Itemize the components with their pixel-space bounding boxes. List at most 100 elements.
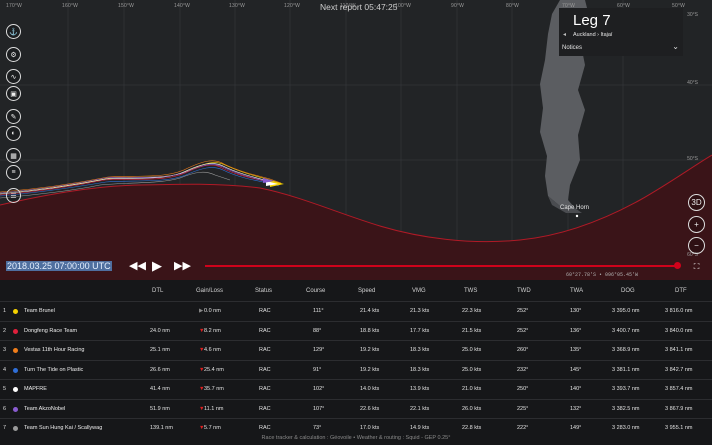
lon-label: 110°W — [340, 3, 356, 9]
cell-status: RAC — [259, 347, 271, 353]
col-header-tws[interactable]: TWS — [464, 288, 478, 294]
cell-status: RAC — [259, 425, 271, 431]
pen-icon[interactable]: ✎ — [6, 109, 21, 124]
team-name[interactable]: Team Sun Hung Kai / Scallywag — [24, 425, 103, 431]
cell-dtl: 26.6 nm — [150, 366, 170, 373]
ranking-table: DTL Gain/Loss Status Course Speed VMG TW… — [0, 280, 712, 445]
cell-twd: 252° — [517, 327, 529, 334]
cell-status: RAC — [259, 366, 271, 373]
cell-speed: 21.4 kts — [360, 308, 380, 314]
team-name[interactable]: Vestas 11th Hour Racing — [24, 347, 85, 353]
team-color-dot — [13, 406, 18, 412]
team-color-dot — [13, 367, 18, 373]
fullscreen-icon[interactable]: ⛶ — [693, 261, 700, 271]
tag-icon[interactable]: ◐ — [6, 126, 21, 141]
cell-dtf: 3 841.1 nm — [665, 347, 693, 353]
rank-number: 6 — [3, 405, 7, 412]
cell-dog: 3 400.7 nm — [612, 327, 640, 334]
team-color-dot — [13, 426, 18, 431]
team-color-dot — [13, 328, 18, 334]
cell-twd: 232° — [517, 366, 529, 373]
prev-leg-icon[interactable]: ◂ — [563, 32, 567, 38]
cell-status: RAC — [259, 308, 271, 314]
cell-course: 102° — [313, 386, 325, 392]
table-row[interactable]: 4 Turn The Tide on Plastic 26.6 nm ▼ 25.4 nm… — [0, 359, 712, 380]
cell-vmg: 17.7 kts — [410, 327, 430, 334]
cell-dtf: 3 842.7 nm — [665, 366, 693, 373]
team-name[interactable]: Dongfeng Race Team — [24, 327, 78, 334]
col-header-course[interactable]: Course — [306, 288, 326, 294]
col-header-twd[interactable]: TWD — [517, 288, 531, 294]
route-icon[interactable]: ∿ — [6, 69, 21, 84]
table-row[interactable]: 3 Vestas 11th Hour Racing 25.1 nm ▼ 4.6 nm RA… — [0, 340, 712, 360]
cell-tws: 26.0 kts — [462, 405, 482, 412]
lon-label: 50°W — [672, 3, 686, 9]
rank-number: 1 — [3, 308, 7, 314]
table-row[interactable]: 6 Team AkzoNobel 51.9 nm ▼ 11.1 nm RAC 107° 22.… — [0, 398, 712, 419]
cell-dtf: 3 955.1 nm — [665, 425, 693, 431]
3d-icon[interactable]: 3D — [688, 194, 705, 211]
down-arrow-icon: ▼ — [199, 425, 205, 431]
rewind-icon[interactable]: ◀◀ — [129, 260, 146, 272]
col-header-vmg[interactable]: VMG — [412, 288, 426, 294]
col-header-gain-loss[interactable]: Gain/Loss — [196, 288, 224, 294]
list-icon[interactable]: ≡ — [6, 165, 21, 180]
boat-markers — [263, 178, 284, 187]
cell-twa: 136° — [570, 327, 582, 334]
next-report-countdown: Next report 05:47:25 — [320, 2, 398, 12]
down-arrow-icon: ▼ — [199, 405, 205, 412]
team-name[interactable]: MAPFRE — [24, 386, 47, 392]
lat-label: 60°S — [687, 252, 698, 258]
lock-icon[interactable]: ▣ — [6, 86, 21, 101]
zoom-in-icon[interactable]: + — [688, 216, 705, 233]
cell-vmg: 22.1 kts — [410, 405, 430, 412]
col-header-dog[interactable]: DOG — [621, 288, 635, 294]
cell-gain: 0.0 nm — [204, 308, 221, 314]
playback-knob[interactable] — [674, 262, 681, 269]
team-name[interactable]: Turn The Tide on Plastic — [24, 366, 84, 373]
team-name[interactable]: Team AkzoNobel — [24, 405, 66, 412]
table-row[interactable]: 5 MAPFRE 41.4 nm ▼ 35.7 nm RAC 102° 14.0 kts 13.… — [0, 379, 712, 399]
table-row[interactable]: 1 Team Brunel ▶ 0.0 nm RAC 111° 21.4 kts 21.3 k… — [0, 301, 712, 321]
menu-icon[interactable]: ☰ — [6, 188, 21, 203]
col-header-dtf[interactable]: DTF — [675, 288, 687, 294]
lat-label: 50°S — [687, 156, 698, 162]
playback-datetime[interactable]: 2018.03.25 07:00:00 UTC — [6, 261, 112, 271]
cell-twa: 145° — [570, 366, 582, 373]
cell-twa: 130° — [570, 308, 582, 314]
table-row[interactable]: 7 Team Sun Hung Kai / Scallywag 139.1 nm ▼ 5… — [0, 418, 712, 438]
cell-course: 111° — [313, 308, 324, 314]
cell-gain: 5.7 nm — [204, 425, 221, 431]
col-header-twa[interactable]: TWA — [570, 288, 584, 294]
cell-dog: 3 382.5 nm — [612, 405, 640, 412]
fast-forward-icon[interactable]: ▶▶ — [174, 260, 191, 272]
col-header-speed[interactable]: Speed — [358, 288, 376, 294]
down-arrow-icon: ▼ — [199, 366, 205, 373]
layers-icon[interactable]: ⚓ — [6, 24, 21, 39]
cell-twd: 222° — [517, 425, 529, 431]
cell-tws: 25.0 kts — [462, 347, 482, 353]
col-header-status[interactable]: Status — [255, 288, 273, 294]
play-icon[interactable]: ▶ — [152, 258, 162, 273]
chevron-down-icon[interactable]: ⌄ — [672, 42, 679, 51]
cell-tws: 25.0 kts — [462, 366, 482, 373]
cell-gain: 11.1 nm — [204, 405, 224, 412]
grid-icon[interactable]: ▦ — [6, 148, 21, 163]
rank-number: 2 — [3, 327, 7, 334]
notices-toggle[interactable]: Notices — [562, 45, 583, 51]
map-view[interactable]: 170°W 160°W 150°W 140°W 130°W 120°W 110°… — [0, 0, 712, 280]
col-header-dtl[interactable]: DTL — [152, 288, 164, 294]
leg-panel[interactable]: Leg 7 ◂ Auckland › Itajaí Notices ⌄ — [559, 8, 683, 56]
cell-course: 73° — [313, 425, 322, 431]
table-row[interactable]: 2 Dongfeng Race Team 24.0 nm ▼ 8.2 nm RAC 88° 1… — [0, 320, 712, 341]
cell-dog: 3 381.1 nm — [612, 366, 640, 373]
team-name[interactable]: Team Brunel — [24, 308, 55, 314]
playback-timeline[interactable] — [205, 265, 678, 267]
lon-label: 120°W — [284, 3, 301, 9]
cell-status: RAC — [259, 386, 271, 392]
lon-label: 150°W — [118, 3, 135, 9]
filter-icon[interactable]: ⚙ — [6, 47, 21, 62]
zoom-out-icon[interactable]: − — [688, 237, 705, 254]
cell-tws: 21.5 kts — [462, 327, 482, 334]
neutral-arrow-icon: ▶ — [199, 308, 204, 314]
